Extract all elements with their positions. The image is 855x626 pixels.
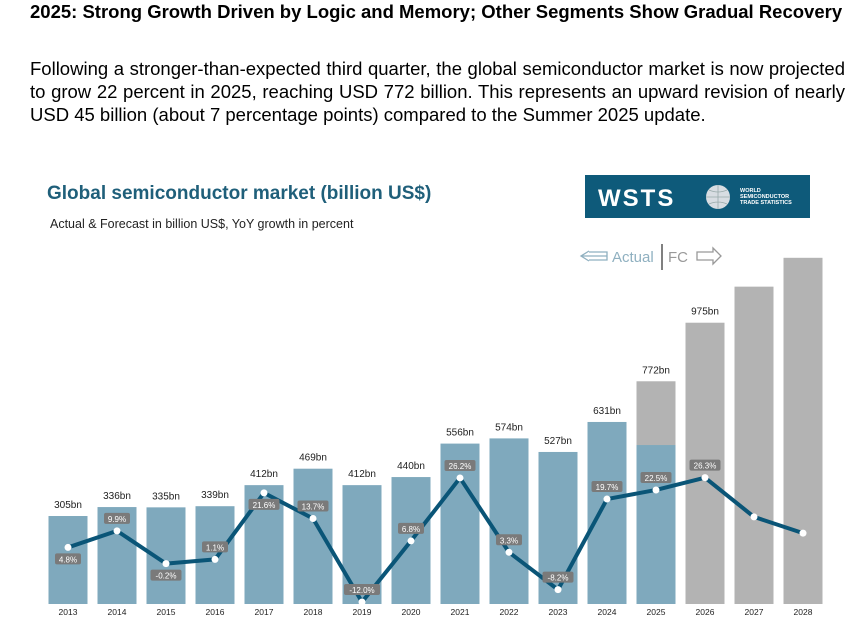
svg-text:WORLD: WORLD [740,188,761,194]
growth-label-bg [297,500,329,512]
bar-value-label: 975bn [691,307,719,318]
x-tick-label: 2015 [157,607,176,617]
growth-point [456,474,464,482]
x-tick-label: 2018 [304,607,323,617]
x-tick-label: 2024 [598,607,617,617]
growth-point [358,598,366,606]
x-tick-label: 2028 [794,607,813,617]
growth-point [554,586,562,594]
bar-2016 [195,506,235,604]
growth-point [799,529,807,537]
growth-label: 4.8% [59,555,77,564]
growth-point [750,513,758,521]
growth-point [162,560,170,568]
x-tick-label: 2019 [353,607,372,617]
bar-2022 [489,438,529,604]
x-tick-label: 2027 [745,607,764,617]
growth-label: 9.9% [108,515,126,524]
bar-value-label: 412bn [348,469,376,480]
bar-value-label: 440bn [397,461,425,472]
growth-point [652,486,660,494]
bar-value-label: 574bn [495,422,523,433]
growth-label: 1.1% [206,543,224,552]
growth-label: -0.2% [156,572,177,581]
x-tick-label: 2025 [647,607,666,617]
bar-2028 [783,257,823,604]
growth-point [407,537,415,545]
growth-label-bg [444,459,476,471]
right-arrow-icon [696,246,722,266]
growth-label-bg [496,534,522,546]
x-tick-label: 2014 [108,607,127,617]
x-tick-label: 2017 [255,607,274,617]
bar-value-label: 412bn [250,469,278,480]
bar-value-label: 336bn [103,491,131,502]
growth-point [64,543,72,551]
section-heading: 2025: Strong Growth Driven by Logic and … [30,1,843,22]
growth-point [603,495,611,503]
growth-label: -12.0% [349,586,374,595]
legend-actual: Actual [612,249,654,266]
growth-point [309,515,317,523]
growth-label-bg [542,571,574,583]
x-tick-label: 2020 [402,607,421,617]
growth-label-bg [398,522,424,534]
growth-label: 26.3% [694,462,717,471]
legend-forecast: FC [668,249,688,266]
growth-label: 6.8% [402,525,420,534]
bar-2027 [734,286,774,604]
bar-value-label: 469bn [299,453,327,464]
growth-label-bg [640,471,672,483]
growth-label: 21.6% [253,501,276,510]
growth-label: 13.7% [302,503,325,512]
growth-point [701,474,709,482]
chart-title: Global semiconductor market (billion US$… [47,183,431,204]
growth-point [260,489,268,497]
bar-value-label: 305bn [54,500,82,511]
x-tick-label: 2021 [451,607,470,617]
growth-label-bg [104,512,130,524]
x-tick-label: 2023 [549,607,568,617]
growth-label-bg [344,583,380,595]
body-paragraph: Following a stronger-than-expected third… [30,58,845,125]
actual-forecast-legend: Actual FC [579,244,722,270]
wsts-logo: WSTS WORLD SEMICONDUCTOR TRADE STATISTIC… [585,175,810,218]
growth-label: 19.7% [596,483,619,492]
growth-point [211,555,219,563]
bar-value-label: 631bn [593,406,621,417]
svg-text:TRADE STATISTICS: TRADE STATISTICS [740,200,792,206]
growth-label-bg [150,569,182,581]
growth-label: -8.2% [548,574,569,583]
growth-label-bg [591,481,623,493]
growth-line [67,475,804,604]
x-tick-label: 2016 [206,607,225,617]
bar-2018 [293,468,333,604]
x-tick-label: 2022 [500,607,519,617]
growth-point [505,548,513,556]
growth-label-bg [689,459,721,471]
growth-label: 3.3% [500,536,518,545]
bar-value-label: 339bn [201,490,229,501]
growth-label: 22.5% [645,474,668,483]
bar-actual-portion-2025 [636,445,676,604]
growth-label-bg [55,553,81,565]
bar-value-label: 335bn [152,491,180,502]
bar-value-label: 772bn [642,365,670,376]
left-arrow-icon [579,250,608,262]
growth-label-bg [202,541,228,553]
growth-label-bg [248,498,280,510]
chart-subtitle: Actual & Forecast in billion US$, YoY gr… [50,217,354,231]
growth-label: 26.2% [449,462,472,471]
bar-2024 [587,421,627,604]
svg-text:WSTS: WSTS [598,185,675,212]
x-tick-label: 2013 [59,607,78,617]
bar-value-label: 527bn [544,436,572,447]
growth-point [113,527,121,535]
svg-text:SEMICONDUCTOR: SEMICONDUCTOR [740,194,789,200]
x-tick-label: 2026 [696,607,715,617]
bar-value-label: 556bn [446,428,474,439]
